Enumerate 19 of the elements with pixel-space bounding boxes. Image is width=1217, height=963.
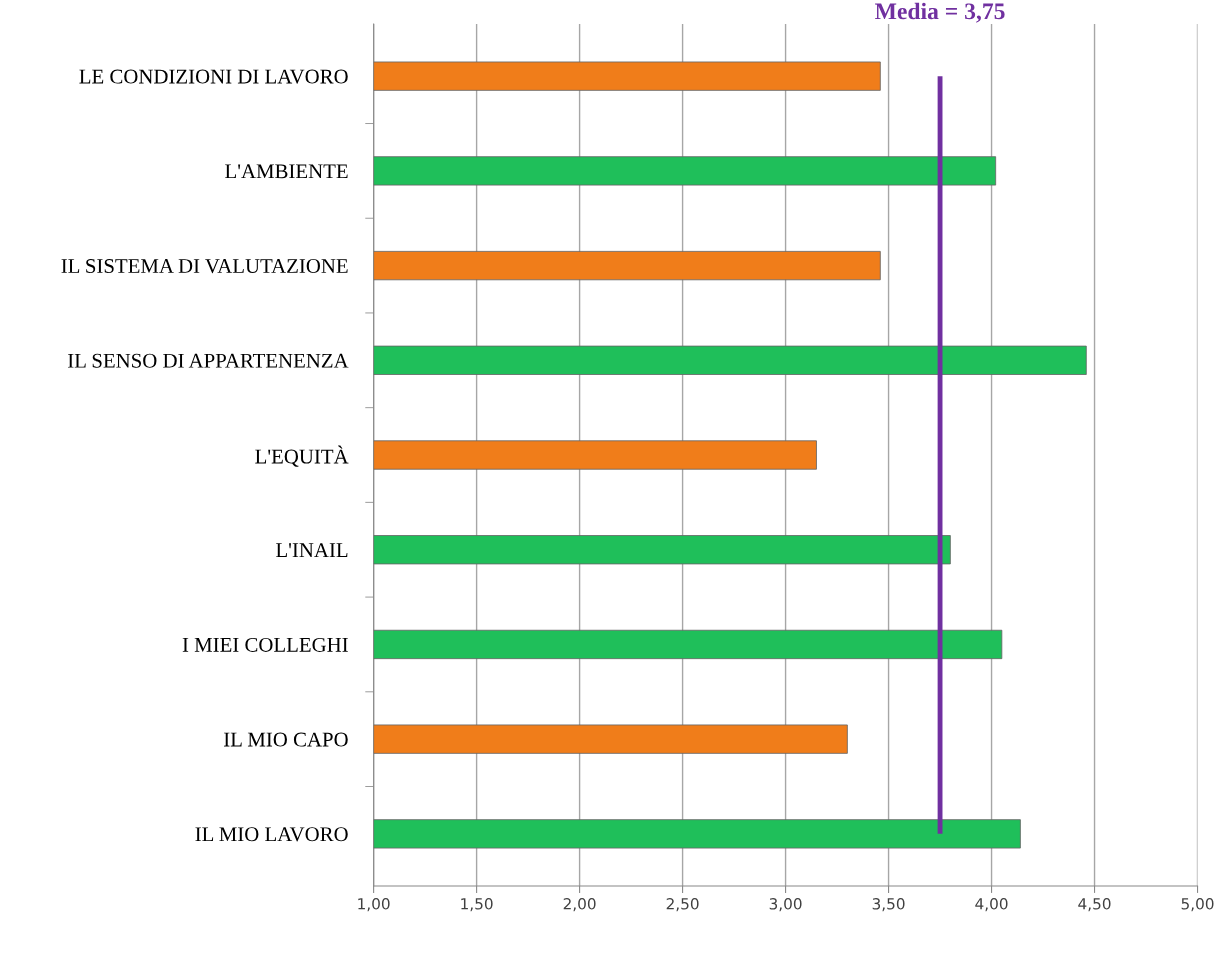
y-tick-label: LE CONDIZIONI DI LAVORO xyxy=(79,69,348,84)
y-tick-label: IL SISTEMA DI VALUTAZIONE xyxy=(61,259,348,274)
y-tick-label: IL SENSO DI APPARTENENZA xyxy=(68,353,349,368)
y-tick-label: L'AMBIENTE xyxy=(225,164,348,179)
x-tick-label: 3,50 xyxy=(872,898,905,912)
ref-line-label: Media = 3,75 xyxy=(875,2,1005,23)
y-tick-label: IL MIO LAVORO xyxy=(195,827,348,842)
y-tick-label: I MIEI COLLEGHI xyxy=(182,637,348,652)
y-tick-label: IL MIO CAPO xyxy=(223,732,348,747)
x-tick-label: 1,50 xyxy=(461,898,493,912)
x-tick-label: 2,00 xyxy=(563,898,596,912)
y-tick-label: L'INAIL xyxy=(276,543,348,557)
x-tick-label: 5,00 xyxy=(1181,898,1214,912)
x-tick-label: 3,00 xyxy=(769,898,802,912)
x-tick-label: 4,00 xyxy=(975,898,1008,912)
x-tick-label: 4,50 xyxy=(1078,898,1111,912)
y-tick-label: L'EQUITÀ xyxy=(255,445,349,467)
x-tick-label: 1,00 xyxy=(358,898,390,912)
x-tick-label: 2,50 xyxy=(666,898,699,912)
